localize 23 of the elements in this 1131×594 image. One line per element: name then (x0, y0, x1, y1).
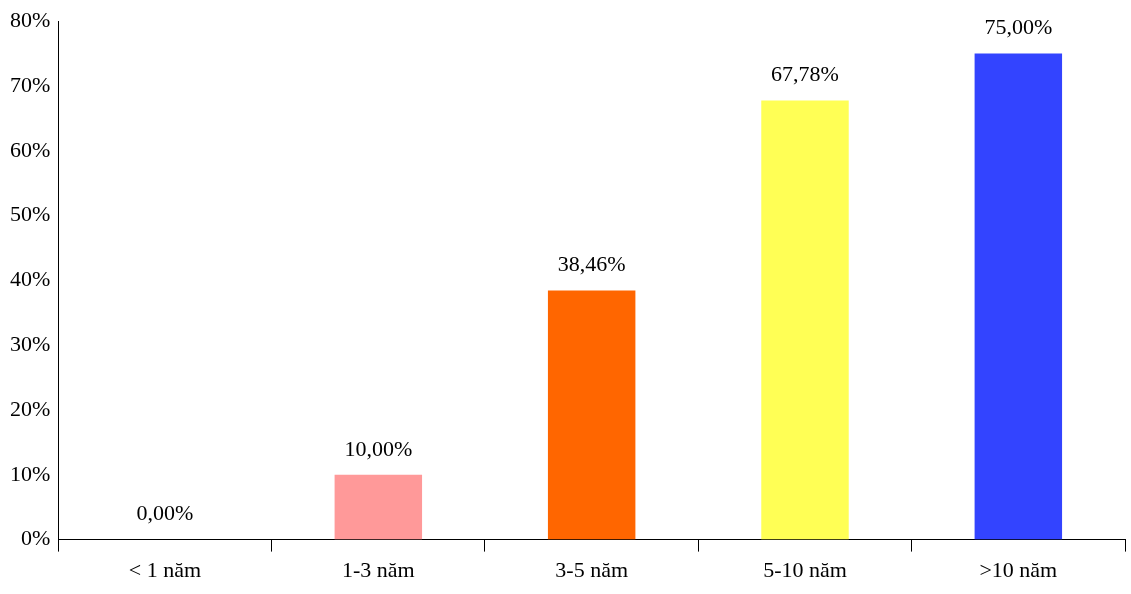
x-tick-label: >10 năm (979, 556, 1058, 582)
y-tick-label: 70% (10, 71, 51, 97)
y-tick-label: 80% (10, 6, 51, 32)
data-label: 10,00% (344, 435, 413, 461)
y-tick-label: 20% (10, 395, 51, 421)
x-tick-label: 3-5 năm (555, 556, 629, 582)
data-label: 67,78% (771, 61, 839, 87)
data-label: 38,46% (557, 251, 626, 277)
x-tick-label: 5-10 năm (763, 556, 847, 582)
y-tick-label: 0% (21, 525, 51, 551)
y-tick-label: 60% (10, 136, 51, 162)
y-tick-label: 40% (10, 266, 51, 292)
x-tick-label: < 1 năm (128, 556, 202, 582)
bar (761, 100, 849, 540)
bar (974, 53, 1063, 540)
y-tick-label: 50% (10, 201, 51, 227)
y-tick-label: 10% (10, 460, 51, 486)
data-label: 0,00% (136, 500, 194, 526)
bar (547, 290, 636, 540)
data-label: 75,00% (984, 14, 1053, 40)
x-tick-label: 1-3 năm (341, 556, 415, 582)
y-tick-label: 30% (10, 330, 51, 356)
bar (334, 474, 423, 540)
